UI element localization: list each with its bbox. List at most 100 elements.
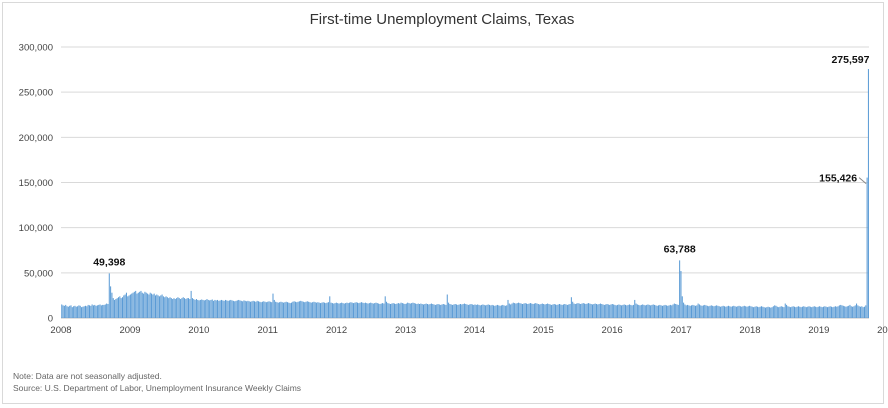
bar	[186, 298, 188, 318]
bar	[848, 305, 850, 318]
bar	[591, 304, 594, 318]
bar	[234, 301, 236, 318]
bar	[634, 299, 636, 318]
bar	[287, 302, 289, 318]
bar	[127, 296, 129, 318]
x-tick-label: 2017	[671, 325, 692, 336]
bar	[693, 305, 695, 318]
bar	[350, 302, 352, 318]
bar	[783, 307, 785, 318]
bar	[512, 302, 514, 318]
bar	[815, 306, 817, 318]
bar	[712, 305, 714, 318]
bar	[220, 299, 223, 318]
bar	[606, 303, 608, 318]
bar	[801, 306, 803, 318]
bar	[697, 303, 699, 318]
bar	[330, 302, 332, 318]
bar	[277, 302, 279, 318]
x-tick-label: 2012	[326, 325, 347, 336]
y-tick-label: 0	[48, 314, 53, 325]
bar	[90, 305, 92, 318]
bar	[492, 305, 494, 318]
bar	[461, 304, 463, 318]
bar	[310, 302, 312, 318]
bar	[387, 303, 389, 318]
bar	[190, 290, 192, 318]
bar	[754, 306, 756, 318]
bar	[457, 304, 459, 318]
bar	[219, 300, 221, 318]
bar	[787, 306, 789, 318]
bar	[389, 303, 392, 318]
bar	[572, 301, 574, 318]
bar	[329, 296, 331, 318]
bar	[498, 305, 500, 318]
y-tick-label: 200,000	[19, 133, 53, 144]
bar	[158, 296, 160, 318]
bar	[713, 306, 715, 318]
bar	[106, 303, 108, 318]
bar	[403, 303, 405, 318]
bar	[731, 306, 733, 318]
bar	[800, 307, 802, 318]
bar	[866, 177, 868, 318]
bar	[62, 305, 64, 318]
bar	[170, 298, 172, 318]
bar	[646, 304, 648, 318]
bar	[280, 301, 282, 318]
bar	[782, 306, 784, 318]
bar	[430, 303, 432, 318]
bar	[706, 305, 708, 318]
bar	[265, 302, 267, 318]
bar	[573, 303, 575, 318]
bar	[655, 305, 657, 318]
bar	[601, 303, 603, 318]
bar	[246, 301, 248, 318]
bar	[400, 302, 402, 318]
bar	[168, 298, 170, 318]
bar	[749, 305, 751, 318]
bar	[514, 303, 516, 318]
bar	[371, 303, 373, 318]
bar	[574, 303, 576, 318]
bar	[664, 304, 666, 318]
bar	[362, 302, 364, 318]
bar	[475, 304, 477, 318]
bar	[720, 306, 722, 318]
bar	[409, 303, 411, 318]
bar	[565, 304, 567, 318]
bar	[516, 303, 518, 318]
bar	[483, 304, 485, 318]
bar	[314, 302, 316, 318]
x-tick-label: 2016	[602, 325, 623, 336]
bar	[489, 304, 491, 318]
bar	[733, 305, 735, 318]
bar	[260, 302, 262, 318]
bar	[248, 301, 250, 318]
bar	[125, 292, 127, 318]
bar	[622, 304, 624, 318]
bar	[859, 306, 862, 318]
x-tick-label: 2018	[739, 325, 760, 336]
bar	[594, 303, 596, 318]
y-tick-label: 100,000	[19, 223, 53, 234]
bar	[349, 302, 351, 318]
bar	[308, 301, 310, 318]
bar	[202, 299, 204, 318]
bar	[679, 260, 681, 318]
bar	[788, 306, 790, 318]
bar	[635, 303, 637, 318]
bar	[671, 305, 673, 318]
bar	[619, 304, 621, 318]
bar	[611, 303, 613, 318]
bar	[793, 306, 796, 318]
bar	[813, 306, 815, 318]
bar	[494, 305, 496, 318]
bar	[261, 301, 263, 318]
bar	[577, 303, 579, 318]
data-label: 49,398	[93, 256, 125, 268]
bar	[630, 304, 632, 318]
bar	[809, 306, 811, 318]
bar	[425, 303, 427, 318]
